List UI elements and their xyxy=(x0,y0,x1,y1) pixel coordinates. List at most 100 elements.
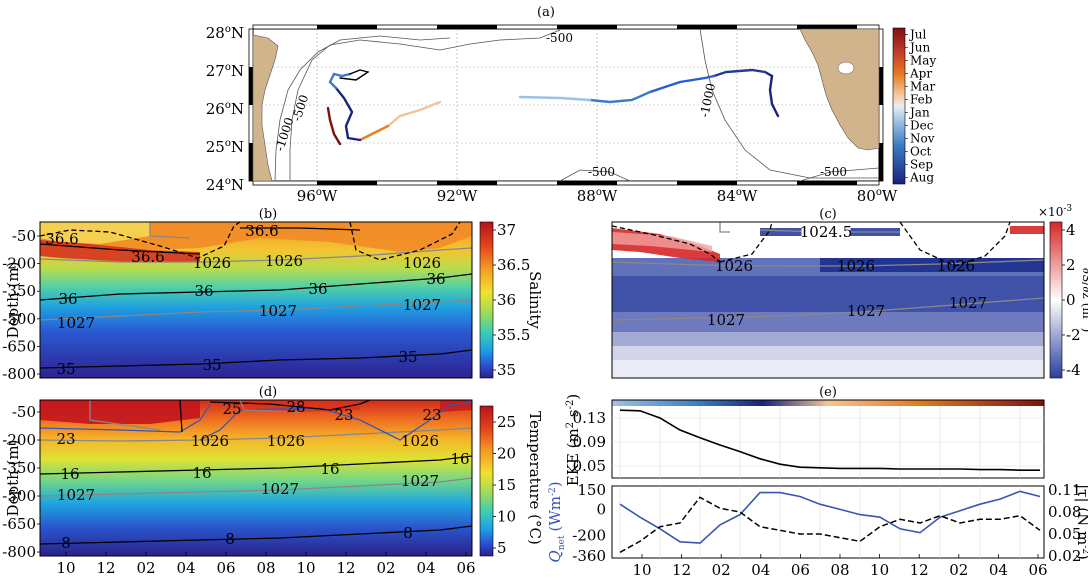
eke-ytick-label: 0.09 xyxy=(573,433,606,451)
contour-label: 36 xyxy=(308,280,327,298)
month-label: Feb xyxy=(910,93,933,107)
gradient-panel: 1024.5 1026 1026 1026 1027 1027 1027 xyxy=(611,221,1045,379)
map-lat-labels: 28oN 27oN 26oN 25oN 24oN xyxy=(206,24,244,194)
temperature-colorbar: 25 20 15 10 5 Temperature (°C) xyxy=(479,405,544,557)
glider-track xyxy=(326,68,780,146)
temperature-xtick-label: 02 xyxy=(136,559,155,577)
contour-label: 25 xyxy=(222,400,241,418)
temperature-xtick-label: 02 xyxy=(376,559,395,577)
salinity-ytick-label: -650 xyxy=(2,337,36,355)
temperature-cbar-label: 15 xyxy=(497,476,516,494)
salinity-ytick-label: -350 xyxy=(2,282,36,300)
salinity-ytick-label: -800 xyxy=(2,365,36,383)
temperature-xtick-label: 12 xyxy=(336,559,355,577)
contour-label: 1027 xyxy=(403,296,441,314)
map-lon-label: 84oW xyxy=(717,187,758,205)
tau-ytick-label: 0.08 xyxy=(1048,503,1081,521)
contour-label: 1027 xyxy=(401,472,439,490)
contour-label: 28 xyxy=(286,398,305,416)
forcing-xtick-label: 06 xyxy=(1028,561,1047,579)
map-gridlines xyxy=(253,29,879,181)
contour-label: 36 xyxy=(426,270,445,288)
month-label: Sep xyxy=(910,158,933,172)
temperature-ylabel: Depth (m) xyxy=(4,440,22,517)
qnet-ytick-label: -200 xyxy=(572,526,606,544)
qnet-ytick-label: -360 xyxy=(572,547,606,565)
contour-label: 16 xyxy=(192,464,211,482)
map-lon-labels: 96oW 92oW 88oW 84oW 80oW xyxy=(297,187,898,205)
gradient-cbar-label: -4 xyxy=(1066,361,1081,379)
contour-label: 1026 xyxy=(401,432,439,450)
contour-label: 1026 xyxy=(265,252,303,270)
temperature-cbar-label: 5 xyxy=(497,539,507,557)
temperature-ytick-label: -200 xyxy=(2,431,36,449)
panel-label-d: (d) xyxy=(259,385,277,400)
map-panel: -1000 -500 -500 -1000 -500 -500 28oN27oN… xyxy=(206,24,898,205)
forcing-xtick-label: 04 xyxy=(751,561,770,579)
month-label: Nov xyxy=(910,132,935,146)
month-label: Oct xyxy=(910,145,932,159)
contour-label: 36.6 xyxy=(45,230,78,248)
temperature-xtick-label: 06 xyxy=(216,559,235,577)
eke-ytick-label: 0.05 xyxy=(573,457,606,475)
salinity-cbar-label: 36.5 xyxy=(497,256,530,274)
qnet-line xyxy=(619,490,1041,544)
time-color-strip xyxy=(612,400,1044,406)
gradient-cbar-label: 0 xyxy=(1066,291,1076,309)
temperature-ytick-label: -500 xyxy=(2,487,36,505)
contour-label: 1026 xyxy=(715,257,753,275)
map-lat-label: 26oN xyxy=(206,100,244,118)
temperature-ytick-label: -50 xyxy=(12,403,36,421)
salinity-ylabel: Depth (m) xyxy=(4,262,22,339)
panel-label-e: (e) xyxy=(819,385,837,400)
eke-panel: 0.13 0.09 0.05 EKE (m2 s-2) xyxy=(564,394,1045,486)
salinity-colorbar: 37 36.5 36 35.5 35 Salinity xyxy=(479,221,544,379)
gradient-multiplier: ×10-3 xyxy=(1038,204,1072,219)
contour-label: 16 xyxy=(60,465,79,483)
contour-label: 35 xyxy=(202,356,221,374)
contour-label: 1027 xyxy=(57,486,95,504)
contour-label: 1027 xyxy=(261,480,299,498)
temperature-ytick-label: -800 xyxy=(2,543,36,561)
tau-ytick-label: 0.05 xyxy=(1048,525,1081,543)
panel-label-b: (b) xyxy=(259,207,277,222)
temperature-panel: 25 28 23 23 23 1026 1026 1026 16 16 16 16 1027 1027 10… xyxy=(2,398,475,577)
eke-ytick-label: 0.13 xyxy=(573,409,606,427)
contour-label: 1026 xyxy=(403,254,441,272)
contour-label: 16 xyxy=(320,460,339,478)
gradient-colorbar-label: ∂S/∂z(m-1) xyxy=(1080,268,1088,333)
temperature-xtick-label: 12 xyxy=(96,559,115,577)
temperature-xtick-label: 10 xyxy=(56,559,75,577)
temperature-cbar-label: 25 xyxy=(497,413,516,431)
tau-ylabel: |τ| (N m-2) xyxy=(1074,484,1088,560)
month-label: Aug xyxy=(909,171,934,185)
temperature-xtick-label: 04 xyxy=(176,559,195,577)
gradient-cbar-label: -2 xyxy=(1066,326,1081,344)
map-lon-label: 96oW xyxy=(297,187,338,205)
temperature-colorbar-label: Temperature (°C) xyxy=(526,411,544,545)
month-label: May xyxy=(910,54,936,68)
salinity-colorbar-label: Salinity xyxy=(526,271,544,329)
forcing-xtick-label: 02 xyxy=(949,561,968,579)
contour-label: 1027 xyxy=(259,302,297,320)
month-label: Apr xyxy=(909,67,932,81)
forcing-xtick-label: 12 xyxy=(910,561,929,579)
map-contour-label: -500 xyxy=(588,165,615,179)
temperature-ytick-label: -650 xyxy=(2,515,36,533)
salinity-cbar-label: 35.5 xyxy=(497,326,530,344)
contour-label: 36 xyxy=(194,282,213,300)
temperature-xtick-label: 08 xyxy=(256,559,275,577)
gradient-cbar-label: 2 xyxy=(1066,256,1076,274)
tau-line xyxy=(619,496,1041,553)
contour-label: 1026 xyxy=(937,257,975,275)
contour-label: 1026 xyxy=(191,432,229,450)
contour-label: 35 xyxy=(56,360,75,378)
contour-label: 8 xyxy=(225,530,235,548)
eke-line xyxy=(619,409,1040,471)
forcing-xtick-label: 10 xyxy=(632,561,651,579)
contour-label: 23 xyxy=(422,406,441,424)
salinity-cbar-label: 35 xyxy=(497,361,516,379)
